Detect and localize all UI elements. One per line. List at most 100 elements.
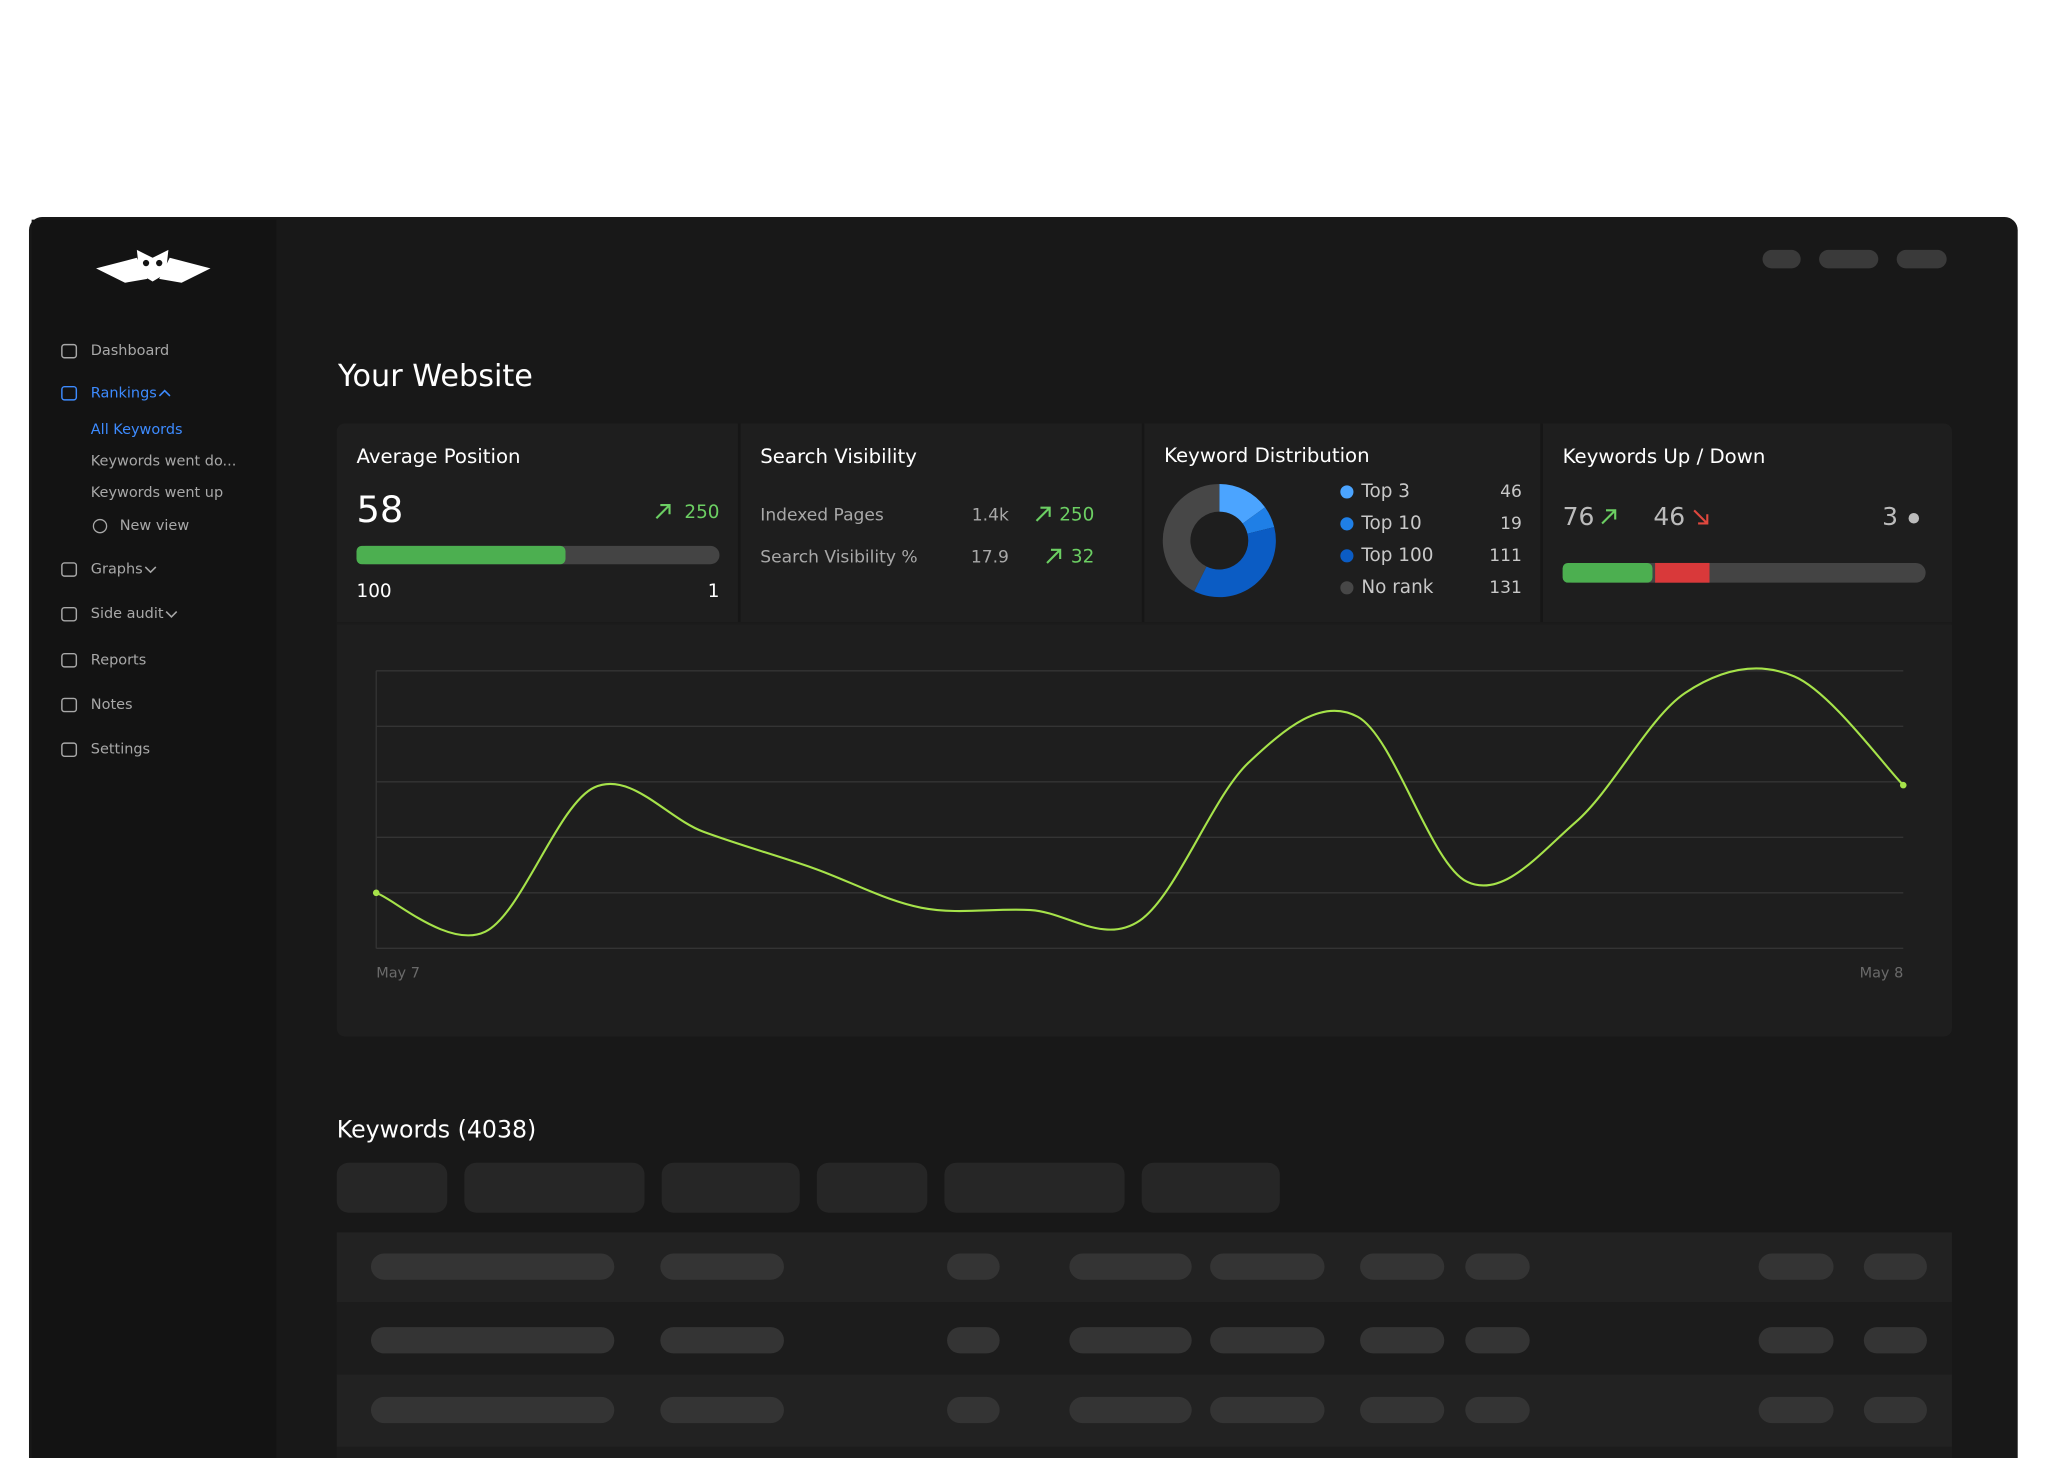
nav-item[interactable]: Graphs bbox=[91, 562, 143, 578]
cell-placeholder bbox=[1069, 1396, 1192, 1424]
filter-placeholder[interactable] bbox=[816, 1162, 928, 1213]
divider bbox=[737, 423, 741, 623]
row-change: 32 bbox=[1071, 547, 1094, 568]
arrow-up-icon bbox=[1601, 509, 1617, 525]
trend-line bbox=[375, 667, 1905, 937]
line-end bbox=[372, 889, 380, 897]
nav-item[interactable]: Settings bbox=[91, 742, 150, 758]
unchanged-dot bbox=[1908, 512, 1920, 524]
cell-placeholder bbox=[1758, 1253, 1834, 1280]
nav-icon bbox=[61, 343, 78, 359]
control[interactable] bbox=[1896, 249, 1947, 269]
nav-item[interactable]: Notes bbox=[91, 697, 133, 713]
legend-value: 46 bbox=[1500, 482, 1522, 502]
top-controls bbox=[1762, 249, 1947, 269]
filter-placeholder[interactable] bbox=[336, 1162, 448, 1213]
chevron bbox=[158, 389, 171, 397]
up-bar bbox=[1562, 562, 1653, 583]
legend-value: 131 bbox=[1489, 578, 1522, 598]
chevron bbox=[144, 566, 157, 574]
cell-placeholder bbox=[1863, 1253, 1927, 1280]
divider bbox=[336, 622, 1952, 625]
cell-placeholder bbox=[1069, 1253, 1192, 1280]
legend-label: Top 100 bbox=[1360, 545, 1433, 566]
control[interactable] bbox=[1819, 249, 1879, 269]
cell-placeholder bbox=[947, 1396, 1000, 1424]
legend-dot bbox=[1340, 517, 1354, 531]
arrow-up-icon bbox=[1046, 548, 1062, 564]
arrow-up-icon bbox=[1035, 506, 1051, 522]
legend-dot bbox=[1340, 581, 1354, 595]
donut-segment bbox=[1162, 484, 1220, 592]
section-title: Keywords (4038) bbox=[337, 1116, 537, 1144]
cell-placeholder bbox=[1360, 1327, 1445, 1354]
row-value: 17.9 bbox=[971, 548, 1009, 568]
nav-subitem[interactable]: All Keywords bbox=[91, 422, 183, 438]
cell-placeholder bbox=[1210, 1396, 1325, 1424]
cell-placeholder bbox=[947, 1253, 1000, 1280]
card-title: Search Visibility bbox=[760, 445, 917, 468]
cell-placeholder bbox=[1758, 1327, 1834, 1354]
cell-placeholder bbox=[660, 1396, 784, 1424]
cell-placeholder bbox=[1863, 1327, 1927, 1354]
donut-segment bbox=[1242, 507, 1275, 534]
nav-subitem[interactable]: Keywords went do... bbox=[91, 454, 237, 470]
legend-label: Top 10 bbox=[1360, 513, 1421, 534]
legend-value: 111 bbox=[1489, 546, 1522, 566]
nav-icon bbox=[61, 697, 78, 713]
nav-item[interactable]: Reports bbox=[91, 652, 146, 668]
unchanged-count: 3 bbox=[1882, 502, 1898, 531]
card-title: Keyword Distribution bbox=[1164, 444, 1370, 467]
cell-placeholder bbox=[660, 1253, 784, 1280]
cell-placeholder bbox=[370, 1396, 615, 1424]
cell-placeholder bbox=[1863, 1396, 1927, 1424]
arrow-down-icon bbox=[1693, 509, 1709, 525]
nav-item[interactable]: Side audit bbox=[91, 606, 164, 622]
range-end: 1 bbox=[708, 581, 720, 602]
nav-subitem[interactable]: New view bbox=[120, 518, 190, 534]
divider bbox=[1141, 423, 1145, 623]
cell-placeholder bbox=[947, 1327, 1000, 1354]
x-tick-label: May 7 bbox=[376, 965, 420, 981]
legend-dot bbox=[1340, 485, 1354, 499]
cell-placeholder bbox=[1069, 1327, 1192, 1354]
filter-placeholder[interactable] bbox=[944, 1162, 1125, 1213]
row-change: 250 bbox=[1059, 505, 1094, 526]
chevron bbox=[165, 611, 178, 618]
updown-track bbox=[1562, 562, 1926, 583]
cell-placeholder bbox=[1465, 1396, 1530, 1424]
card-title: Keywords Up / Down bbox=[1563, 445, 1766, 468]
progress-fill bbox=[356, 545, 566, 565]
card-title: Average Position bbox=[356, 445, 520, 468]
cell-placeholder bbox=[1210, 1253, 1325, 1280]
table-row bbox=[336, 1446, 1952, 1458]
nav-icon bbox=[61, 652, 78, 668]
cell-placeholder bbox=[1210, 1327, 1325, 1354]
filter-placeholder[interactable] bbox=[661, 1162, 800, 1213]
nav-icon bbox=[61, 606, 78, 622]
up-count: 76 bbox=[1563, 502, 1595, 531]
cell-placeholder bbox=[1360, 1253, 1445, 1280]
nav-subitem[interactable]: Keywords went up bbox=[91, 485, 223, 501]
filter-placeholder[interactable] bbox=[1141, 1162, 1280, 1213]
legend-value: 19 bbox=[1500, 514, 1522, 534]
filter-placeholder[interactable] bbox=[464, 1162, 645, 1213]
logo bbox=[96, 249, 211, 283]
divider bbox=[1540, 423, 1543, 623]
row-value: 1.4k bbox=[972, 506, 1009, 526]
row-label: Indexed Pages bbox=[760, 506, 884, 526]
cell-placeholder bbox=[1465, 1253, 1530, 1280]
down-bar bbox=[1655, 562, 1710, 583]
nav-item[interactable]: Rankings bbox=[91, 385, 157, 401]
donut-segment bbox=[1194, 527, 1276, 598]
cell-placeholder bbox=[1465, 1327, 1530, 1354]
cell-placeholder bbox=[370, 1327, 615, 1354]
down-count: 46 bbox=[1653, 502, 1685, 531]
control[interactable] bbox=[1762, 249, 1801, 269]
row-label: Search Visibility % bbox=[760, 548, 917, 568]
cell-placeholder bbox=[1360, 1396, 1445, 1424]
nav-item[interactable]: Dashboard bbox=[91, 343, 169, 359]
legend-dot bbox=[1340, 549, 1354, 563]
